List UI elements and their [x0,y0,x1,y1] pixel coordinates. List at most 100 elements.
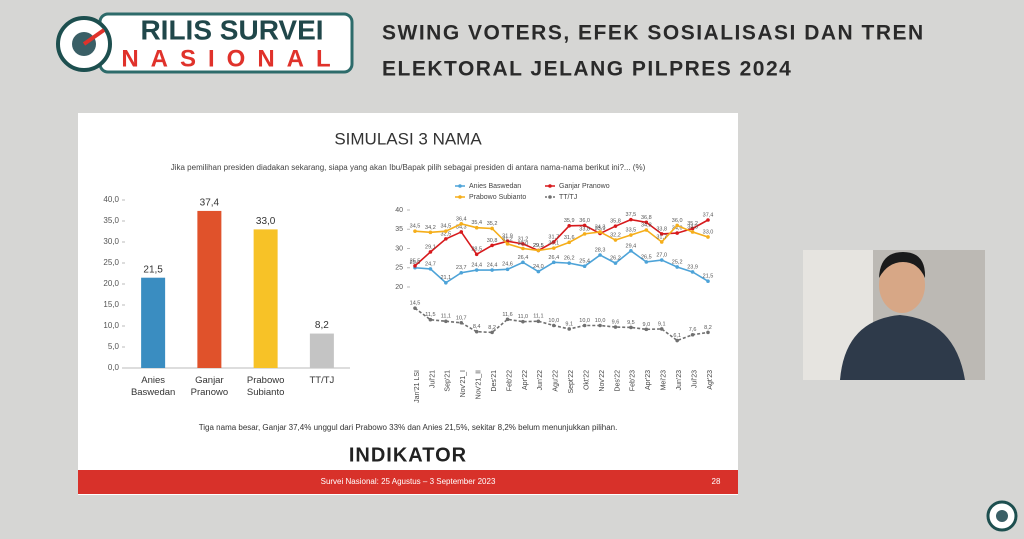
point [706,218,710,222]
point [444,229,448,233]
point [582,232,587,236]
value-label: 21,5 [703,274,714,280]
value-label: 25,2 [672,259,683,265]
point [490,330,494,335]
point [567,223,572,228]
value-label: 26,4 [518,255,529,261]
point [428,230,433,235]
x-tick-label: Okt'22 [583,370,590,390]
y-tick-label: 20 [395,284,403,291]
point [659,232,664,236]
point [459,270,464,275]
point [490,243,494,248]
value-label: 30,1 [548,241,559,247]
point [413,229,417,233]
value-label: 9,1 [658,321,666,327]
value-label: 24,0 [533,264,544,270]
value-label: 11,1 [441,314,451,320]
question: Jika pemilihan presiden diadakan sekaran… [171,163,646,172]
value-label: 24,4 [471,263,482,269]
point [659,258,664,262]
point [459,222,464,226]
value-label: 8,4 [473,324,481,330]
x-tick-label: Ganjar Pranowo [191,375,229,398]
point [690,332,695,337]
value-label: 33,8 [656,226,667,232]
legend-label: TT/TJ [559,194,577,201]
x-tick-label: Feb'23 [630,370,637,391]
point [644,220,649,225]
x-tick-label: Agt'23 [707,370,714,390]
value-label: 30,0 [518,241,529,247]
series-line [414,249,709,284]
y-tick-label: 15,0 [103,300,119,309]
legend-marker [458,184,462,188]
value-label: 34,2 [425,225,436,231]
point [659,327,664,331]
value-label: 32,2 [610,232,621,238]
logo: RILIS SURVEI NASIONAL [56,12,354,74]
x-tick-label: Prabowo Subianto [247,375,285,398]
point [629,249,633,253]
value-label: 26,5 [641,254,652,260]
point [582,264,587,269]
y-tick-label: 40 [395,207,403,214]
point [644,327,649,332]
value-label: 36,4 [456,216,467,222]
point [613,224,618,228]
footer-bar [78,470,738,494]
point [690,270,695,274]
value-label: 10,0 [579,318,590,324]
value-label: 35,2 [687,221,698,227]
series-line [414,223,709,252]
point [567,261,572,265]
value-label: 9,1 [565,321,573,327]
value-label: 34,3 [687,224,698,230]
bar [197,210,222,368]
x-tick-label: Des'21 [491,370,498,392]
value-label: 29,1 [425,244,436,250]
x-tick-label: Jun'22 [537,370,544,391]
logo-top: RILIS SURVEI [140,14,323,45]
value-label: 34,0 [672,226,683,232]
bar [309,333,334,368]
x-tick-label: Jun'23 [676,370,683,391]
value-label: 8,2 [315,320,329,331]
y-tick-label: 35,0 [103,216,119,225]
point [598,253,602,257]
value-label: 6,1 [673,333,681,339]
legend-label: Anies Baswedan [469,183,521,190]
footer: Survei Nasional: 25 Agustus – 3 Septembe… [321,477,496,486]
value-label: 31,2 [518,236,529,242]
value-label: 29,5 [533,243,544,249]
value-label: 8,2 [704,325,712,331]
value-label: 28,5 [471,247,482,253]
point [505,267,510,272]
point [582,223,587,228]
header-title: ELEKTORAL JELANG PILPRES 2024 [382,58,792,81]
value-label: 37,4 [200,198,220,209]
value-label: 31,7 [548,234,559,240]
value-label: 8,2 [488,325,496,331]
value-label: 24,4 [487,263,498,269]
x-tick-label: Nov'22 [599,370,606,392]
value-label: 25,4 [579,259,590,265]
point [675,223,679,228]
point [613,238,618,242]
point [444,319,448,324]
value-label: 31,6 [564,235,575,241]
person-head [879,257,925,313]
x-tick-label: Agu'22 [553,370,560,392]
value-label: 10,7 [456,315,467,321]
person-body [840,315,965,380]
point [598,230,602,234]
slide-title: SIMULASI 3 NAMA [334,129,482,148]
point [613,261,618,265]
point [675,231,679,235]
point [444,237,448,241]
value-label: 23,9 [687,264,698,270]
point [536,269,541,274]
value-label: 21,1 [440,275,451,281]
value-label: 7,6 [689,327,697,333]
value-label: 10,0 [548,318,559,324]
